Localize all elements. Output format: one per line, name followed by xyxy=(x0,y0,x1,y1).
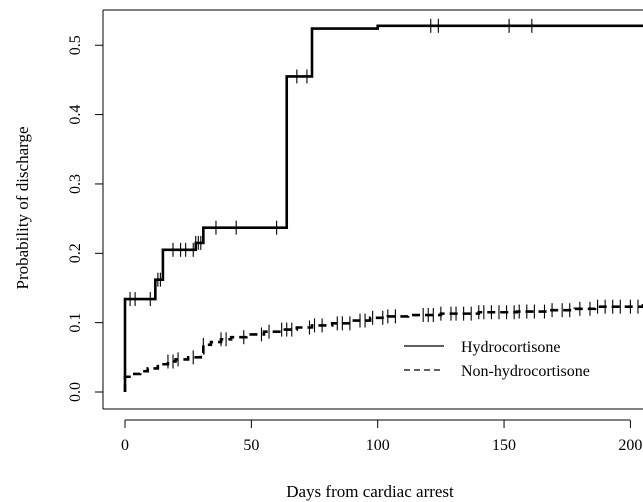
y-tick-label-5: 0.5 xyxy=(67,35,84,55)
y-tick-label-2: 0.2 xyxy=(67,243,84,263)
y-tick-label-3: 0.3 xyxy=(67,174,84,194)
x-tick-label-3: 150 xyxy=(492,437,516,454)
y-axis-label: Probability of discharge xyxy=(13,126,32,289)
series-hydrocortisone-line xyxy=(123,24,643,392)
y-tick-label-0: 0.0 xyxy=(67,382,84,402)
y-tick-label-1: 0.1 xyxy=(67,313,84,333)
legend-label-non-hydrocortisone: Non-hydrocortisone xyxy=(461,363,590,380)
series-hydrocortisone-censor-marks xyxy=(129,18,533,307)
plot-area xyxy=(123,18,643,392)
y-tick-label-4: 0.4 xyxy=(67,105,84,125)
y-axis-ticks: 0.0 0.1 0.2 0.3 0.4 0.5 xyxy=(67,35,103,402)
legend: Hydrocortisone Non-hydrocortisone xyxy=(404,339,590,380)
x-tick-label-2: 100 xyxy=(366,437,390,454)
x-tick-label-1: 50 xyxy=(243,437,259,454)
legend-label-hydrocortisone: Hydrocortisone xyxy=(461,339,561,356)
series-non-hydrocortisone-line xyxy=(123,303,643,392)
x-axis-ticks: 0 50 100 150 200 xyxy=(121,420,642,454)
x-tick-label-0: 0 xyxy=(121,437,129,454)
x-axis-label: Days from cardiac arrest xyxy=(286,482,454,501)
x-tick-label-4: 200 xyxy=(618,437,642,454)
series-non-hydrocortisone-censor-marks xyxy=(167,299,639,369)
